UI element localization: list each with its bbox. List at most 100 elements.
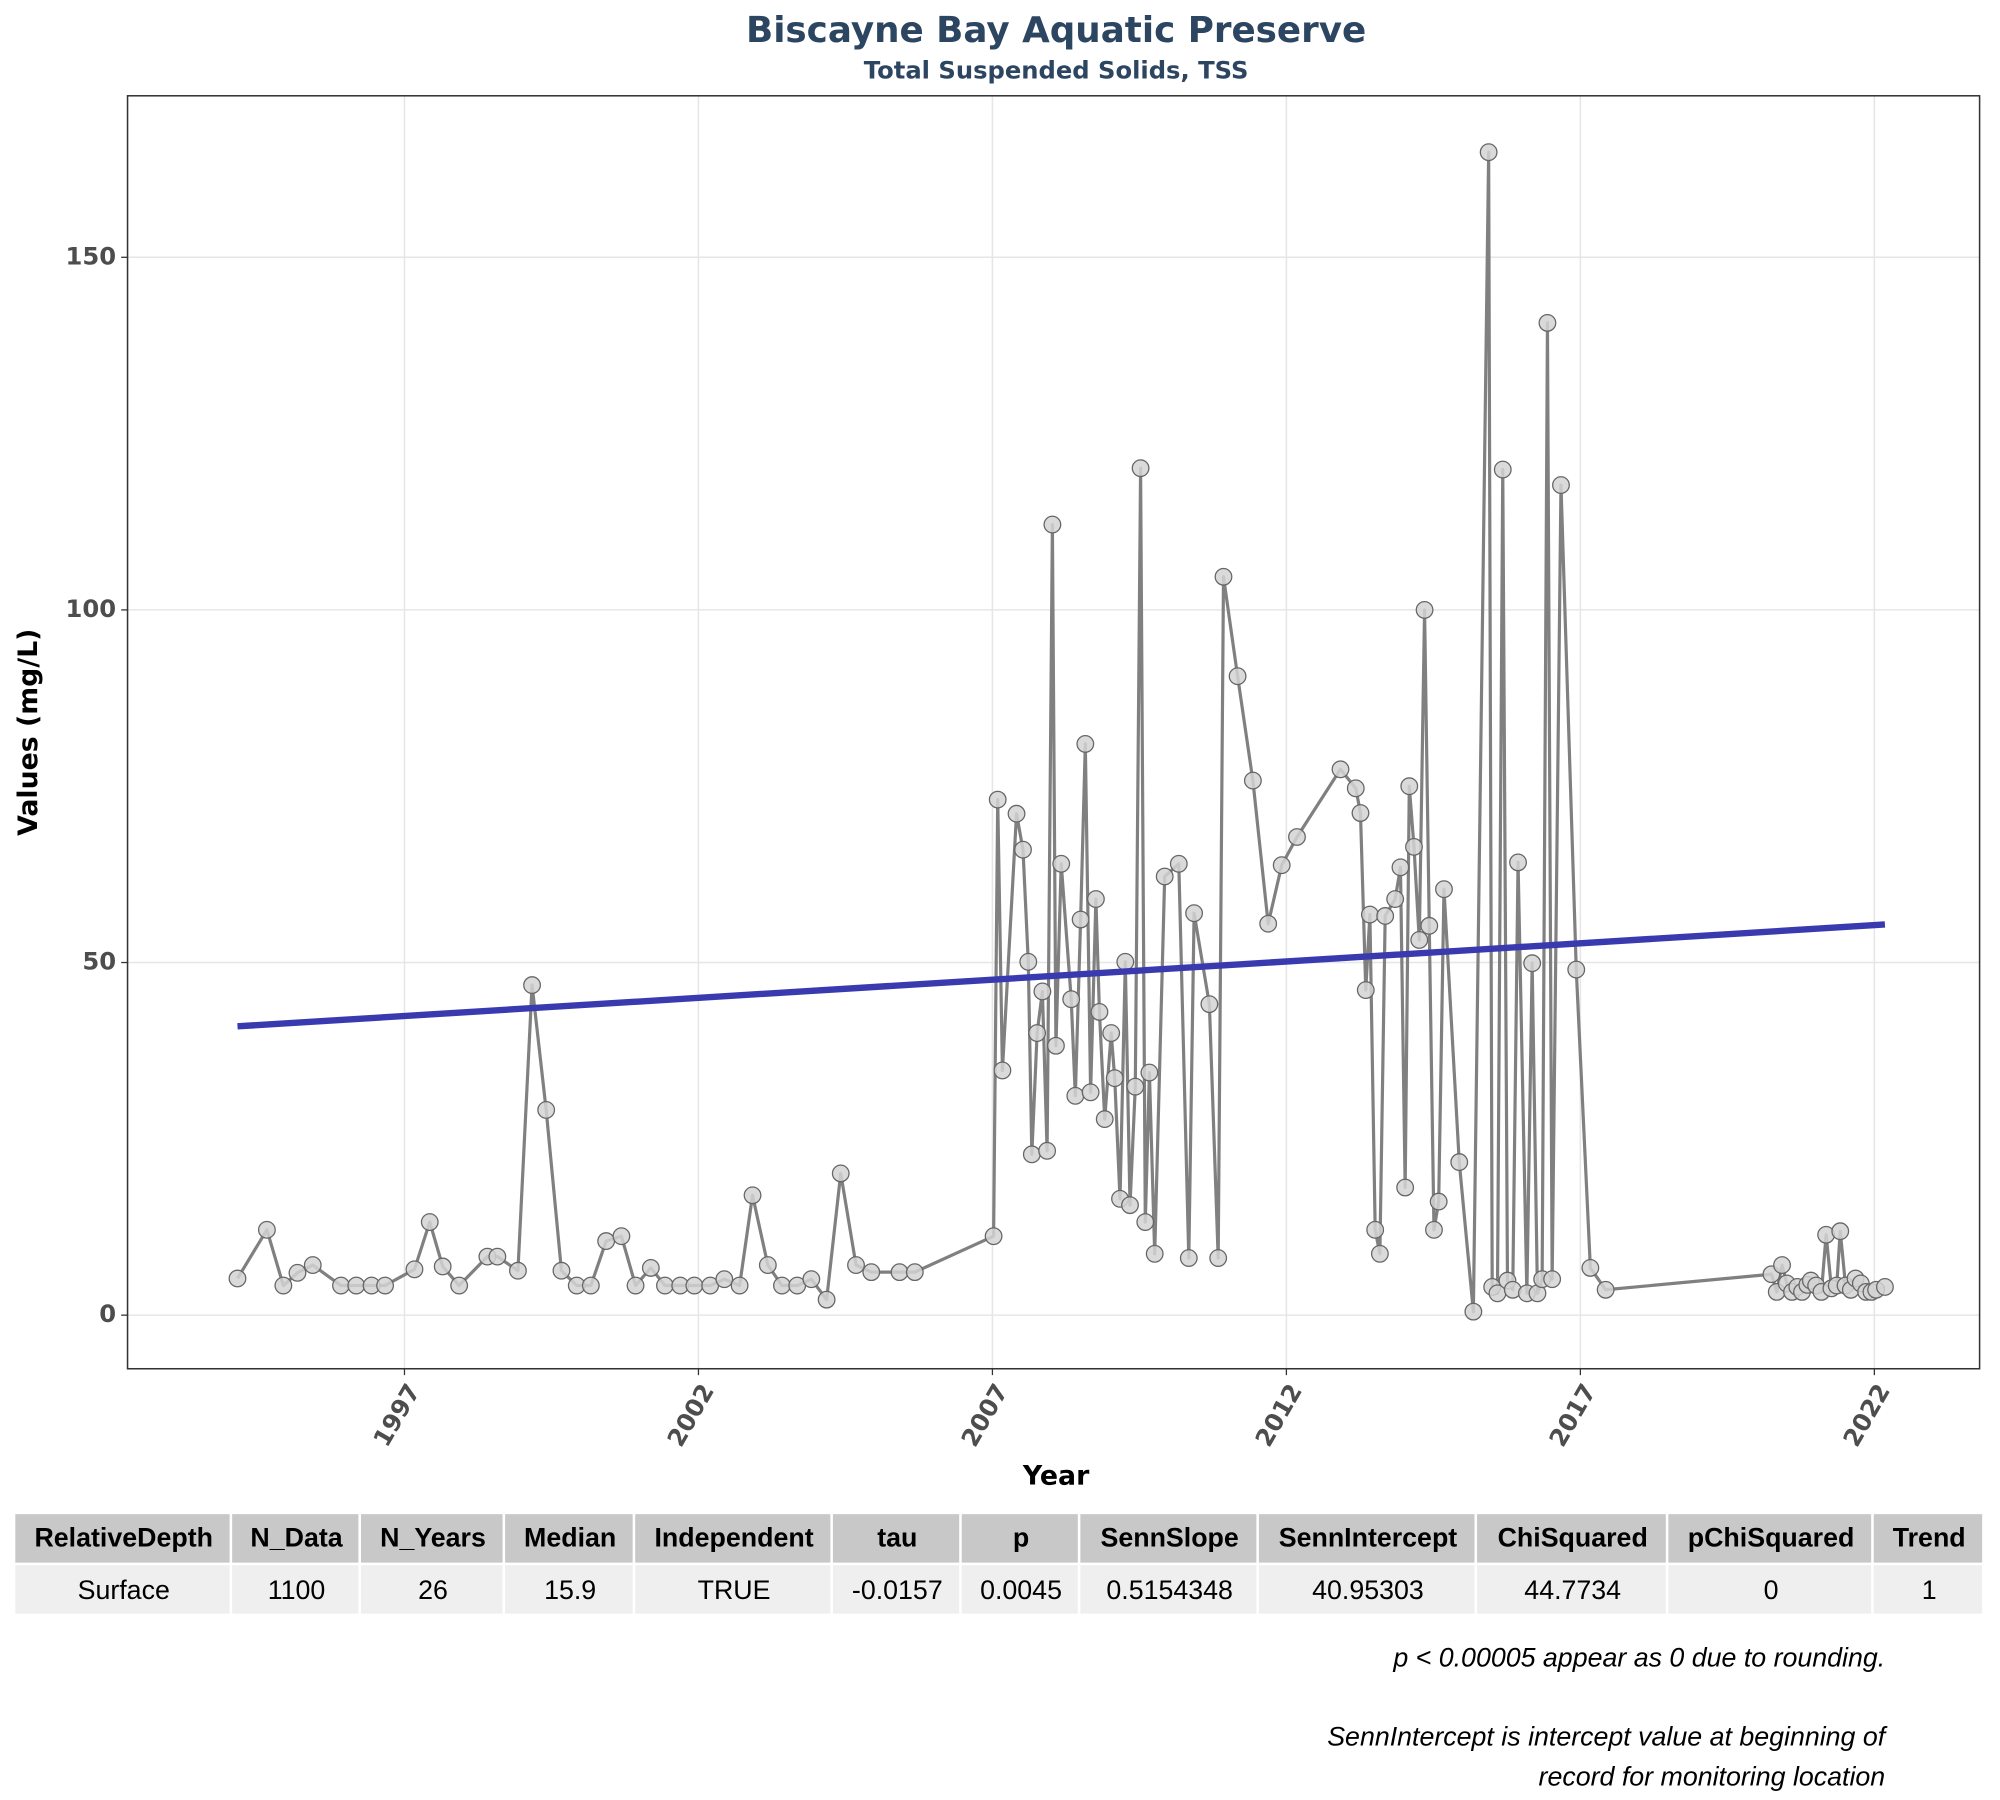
- data-point: [1831, 1222, 1850, 1241]
- data-point: [817, 1290, 836, 1309]
- table-cell: [635, 1565, 831, 1614]
- data-point: [1376, 907, 1395, 925]
- table-cell: [832, 1565, 960, 1614]
- data-point: [1259, 914, 1278, 933]
- data-point: [1360, 905, 1379, 924]
- data-point: [1405, 837, 1423, 856]
- data-point: [1062, 990, 1081, 1009]
- data-point: [988, 790, 1007, 809]
- data-point: [1366, 1220, 1385, 1239]
- notes: p < 0.00005 appear as 0 due to rounding.…: [1327, 1643, 1888, 1792]
- header-cell: [635, 1514, 831, 1563]
- stats-table: RelativeDepth N_Data N_Years Median Independ…: [15, 1514, 1983, 1614]
- table-cell: [232, 1565, 359, 1614]
- data-point: [1356, 981, 1375, 999]
- data-point: [1116, 952, 1135, 971]
- table-cell: [1258, 1565, 1475, 1614]
- x-tick-label: 2022: [1838, 1379, 1896, 1451]
- data-point: [1391, 858, 1410, 877]
- header-text: pChiSquared: [1688, 1523, 1855, 1553]
- data-point: [1552, 476, 1570, 495]
- header-cell: [1258, 1514, 1475, 1563]
- data-point: [1209, 1249, 1228, 1267]
- note: record for monitoring location: [1539, 1761, 1886, 1791]
- data-point: [1479, 143, 1498, 162]
- header-text: SennSlope: [1100, 1523, 1238, 1553]
- data-point: [743, 1186, 762, 1205]
- data-point: [1331, 760, 1350, 779]
- data-point: [1396, 1178, 1415, 1197]
- data-point: [773, 1276, 791, 1295]
- data-point: [685, 1276, 704, 1295]
- data-point: [1014, 840, 1032, 859]
- note: SennIntercept is intercept value at begi…: [1327, 1722, 1888, 1752]
- chart-subtitle: Total Suspended Solids, TSS: [864, 57, 1249, 85]
- data-point: [288, 1263, 307, 1282]
- data-point: [1007, 804, 1026, 823]
- header-text: Independent: [655, 1523, 814, 1553]
- data-point: [581, 1276, 600, 1295]
- data-point: [347, 1276, 366, 1295]
- data-point: [405, 1260, 424, 1279]
- header-cell: [1668, 1514, 1872, 1563]
- cell-text: -0.0157: [852, 1575, 943, 1605]
- data-point: [1351, 804, 1370, 822]
- header-cell: [360, 1514, 503, 1563]
- header-text: SennIntercept: [1279, 1523, 1458, 1553]
- data-point: [1071, 910, 1090, 929]
- table-cell: [15, 1565, 230, 1614]
- data-point: [1464, 1302, 1483, 1321]
- table-cell: [1668, 1565, 1872, 1614]
- data-point: [1019, 952, 1038, 971]
- data-point: [1185, 904, 1204, 923]
- header-text: Trend: [1893, 1523, 1966, 1553]
- table-cell: [1477, 1565, 1666, 1614]
- cell-text: 0: [1764, 1575, 1779, 1605]
- data-point: [1022, 1145, 1041, 1164]
- data-point: [847, 1256, 865, 1275]
- data-point: [1126, 1077, 1145, 1096]
- data-point: [1200, 995, 1219, 1014]
- header-text: Median: [524, 1523, 616, 1553]
- data-point: [1131, 459, 1150, 478]
- data-point: [433, 1257, 452, 1276]
- data-point: [626, 1276, 645, 1295]
- header-text: RelativeDepth: [34, 1523, 213, 1553]
- data-point: [1076, 734, 1095, 753]
- trend-line: [237, 921, 1886, 1030]
- note: p < 0.00005 appear as 0 due to rounding.: [1392, 1643, 1885, 1673]
- cell-text: 44.7734: [1524, 1575, 1621, 1605]
- data-point: [715, 1270, 734, 1289]
- data-point: [1081, 1083, 1100, 1102]
- data-point: [1179, 1249, 1198, 1267]
- data-point: [376, 1276, 395, 1295]
- header-cell: [961, 1514, 1078, 1563]
- header-cell: [1477, 1514, 1666, 1563]
- data-point: [1095, 1110, 1114, 1129]
- data-point: [488, 1247, 507, 1266]
- cell-text: 1: [1922, 1575, 1937, 1605]
- y-tick-label: 100: [66, 595, 117, 623]
- cell-text: TRUE: [698, 1575, 771, 1605]
- header-cell: [832, 1514, 960, 1563]
- cell-text: 15.9: [544, 1575, 596, 1605]
- data-point: [552, 1261, 571, 1280]
- data-point: [1523, 954, 1542, 973]
- data-point: [1043, 515, 1062, 534]
- data-point: [1033, 982, 1052, 1001]
- data-point: [1538, 313, 1557, 332]
- data-point: [1435, 880, 1453, 899]
- y-axis-label: Values (mg/L): [13, 629, 44, 836]
- data-point: [1086, 890, 1105, 908]
- data-point: [1136, 1213, 1155, 1231]
- data-point: [332, 1276, 350, 1295]
- table-cell: [360, 1565, 503, 1614]
- data-point: [1596, 1280, 1615, 1299]
- data-point: [831, 1164, 850, 1183]
- data-point: [1876, 1278, 1894, 1296]
- x-tick-label: 2002: [662, 1379, 720, 1451]
- data-point: [1543, 1270, 1562, 1289]
- data-point: [641, 1258, 660, 1277]
- data-point: [1346, 779, 1365, 798]
- data-point: [303, 1256, 322, 1275]
